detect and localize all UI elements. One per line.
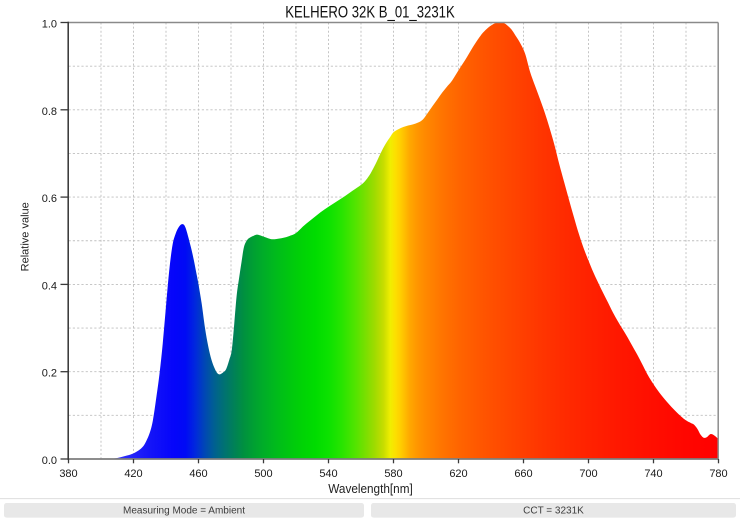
svg-text:Measuring Mode = Ambient: Measuring Mode = Ambient [123, 506, 245, 517]
svg-text:0.8: 0.8 [42, 106, 57, 118]
svg-text:0.6: 0.6 [42, 193, 57, 205]
svg-text:Wavelength[nm]: Wavelength[nm] [328, 482, 413, 496]
svg-text:Relative value: Relative value [20, 202, 32, 271]
svg-text:580: 580 [384, 468, 402, 480]
svg-text:460: 460 [189, 468, 207, 480]
svg-text:740: 740 [644, 468, 662, 480]
svg-text:1.0: 1.0 [42, 19, 57, 31]
svg-text:660: 660 [514, 468, 532, 480]
svg-text:700: 700 [579, 468, 597, 480]
svg-text:540: 540 [319, 468, 337, 480]
svg-text:500: 500 [254, 468, 272, 480]
svg-text:780: 780 [709, 468, 727, 480]
svg-text:620: 620 [449, 468, 467, 480]
svg-text:380: 380 [59, 468, 77, 480]
svg-text:0.4: 0.4 [42, 280, 57, 292]
svg-text:CCT = 3231K: CCT = 3231K [523, 506, 584, 517]
svg-text:KELHERO 32K B_01_3231K: KELHERO 32K B_01_3231K [285, 4, 455, 22]
svg-text:0.0: 0.0 [42, 455, 57, 467]
svg-text:0.2: 0.2 [42, 368, 57, 380]
svg-text:420: 420 [124, 468, 142, 480]
